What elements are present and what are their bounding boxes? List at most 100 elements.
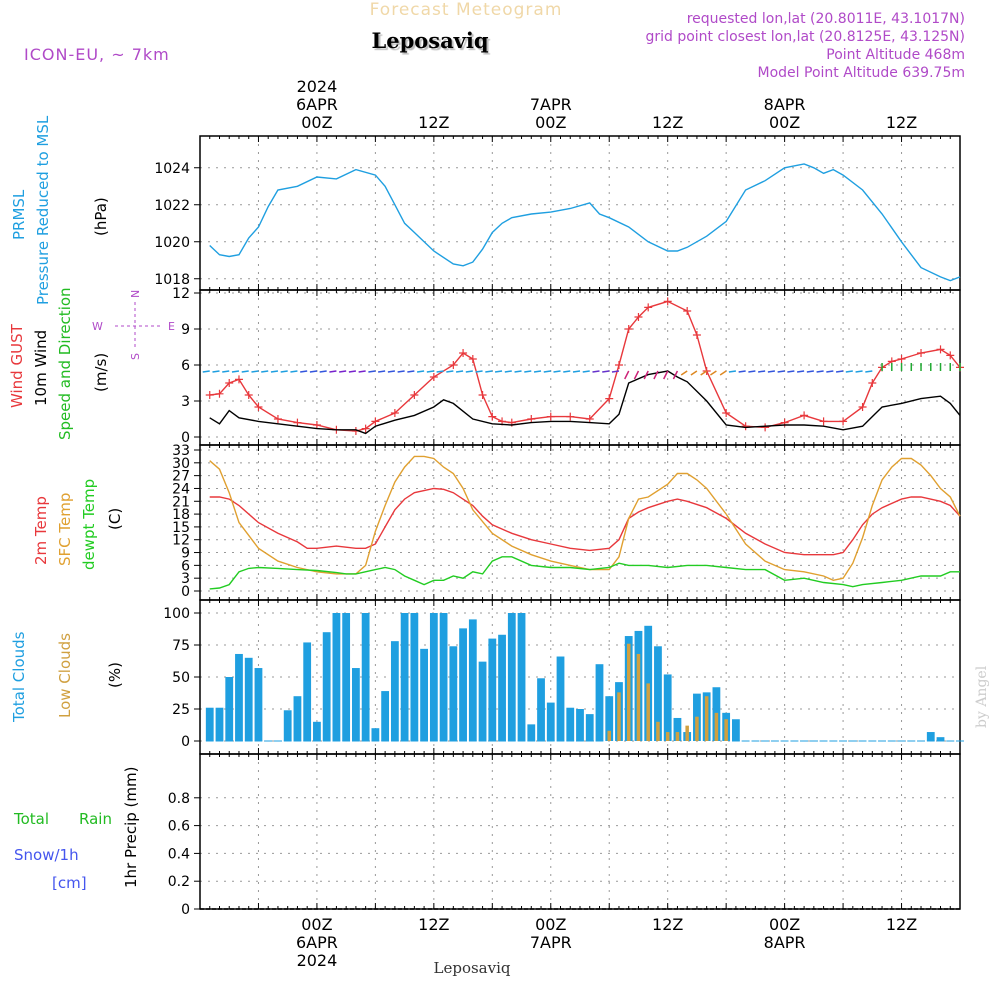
precip-panel: Total Rain Snow/1h [cm] 1hr Precip (mm)	[13, 767, 140, 892]
wind-direction-arrow	[309, 370, 318, 373]
prmsl-line	[209, 163, 961, 282]
total-clouds-bar	[605, 696, 614, 741]
wind-direction-arrow	[767, 370, 775, 373]
pressure-unit-label: (hPa)	[92, 197, 110, 236]
dewpt-temp-line	[209, 556, 960, 590]
wind-direction-arrow	[339, 370, 347, 373]
total-clouds-bar	[527, 724, 536, 741]
wind-direction-label: Speed and Direction	[56, 287, 74, 440]
wind-direction-arrow	[280, 370, 288, 373]
total-clouds-bar	[400, 613, 409, 741]
grid-point-coords: grid point closest lon,lat (20.8125E, 43…	[645, 29, 965, 45]
total-clouds-bar	[673, 717, 682, 741]
gust-point-marker	[741, 422, 750, 431]
clouds-unit-label: (%)	[106, 662, 124, 688]
wind-direction-arrow	[358, 370, 366, 373]
y-tick-label: 0.4	[168, 846, 190, 862]
total-clouds-bar	[459, 628, 467, 741]
compass-e: E	[168, 320, 175, 333]
wind-direction-arrow	[290, 370, 298, 373]
gust-point-marker	[293, 418, 302, 427]
low-clouds-bar	[617, 692, 621, 741]
total-clouds-bar	[361, 613, 370, 741]
total-clouds-bar	[235, 653, 243, 741]
time-label: 00Z	[769, 113, 800, 132]
gust-point-marker	[868, 379, 877, 387]
time-label: 8APR	[764, 933, 806, 952]
low-clouds-bar	[685, 725, 689, 741]
total-clouds-label: Total Clouds	[10, 631, 28, 723]
wind-direction-arrow	[672, 370, 679, 380]
y-tick-label: 25	[172, 702, 190, 718]
point-altitude: Point Altitude 468m	[826, 47, 965, 63]
pressure-label-prmsl: PRMSL	[10, 189, 28, 240]
gust-point-marker	[761, 423, 770, 432]
low-clouds-bar	[675, 732, 680, 741]
time-label: 12Z	[652, 113, 683, 132]
gust-point-marker	[800, 411, 809, 420]
y-tick-label: 30	[172, 456, 190, 472]
wind-direction-arrow	[261, 370, 269, 373]
total-clouds-bar	[732, 719, 740, 741]
pressure-plot: 1018 1020 1022 1024	[154, 135, 961, 291]
clouds-panel: Total Clouds Low Clouds (%) by Angel	[10, 631, 990, 728]
gust-point-marker	[702, 367, 711, 375]
y-tick-label: 12	[172, 533, 190, 549]
gust-point-marker	[546, 412, 555, 421]
wind-direction-arrow	[465, 370, 473, 373]
gust-point-marker	[244, 391, 253, 399]
wind-direction-arrow	[602, 370, 610, 373]
10m-wind-line	[209, 370, 961, 435]
gust-point-marker	[566, 412, 575, 421]
y-tick-label: 21	[172, 494, 190, 510]
wind-direction-arrow	[426, 370, 434, 373]
wind-direction-arrow	[378, 370, 386, 373]
low-clouds-bar	[646, 683, 650, 741]
wind-direction-arrow	[524, 370, 532, 373]
time-label: 00Z	[535, 113, 566, 132]
wind-unit-label: (m/s)	[92, 353, 110, 392]
wind-direction-arrow	[816, 370, 824, 373]
gust-point-marker	[722, 409, 731, 417]
total-clouds-bar	[566, 707, 575, 741]
total-clouds-bar	[283, 710, 292, 741]
total-clouds-bar	[420, 648, 428, 741]
wind-direction-arrow	[504, 370, 512, 373]
low-clouds-bar	[626, 643, 631, 741]
temperature-panel: 2m Temp SFC Temp dewpt Temp (C)	[32, 479, 124, 570]
temp-sfc-label: SFC Temp	[56, 493, 74, 566]
gust-point-marker	[254, 403, 263, 411]
wind-direction-arrow	[222, 370, 230, 373]
gust-point-marker	[839, 417, 848, 426]
wind-direction-arrow	[202, 370, 210, 373]
total-clouds-bar	[390, 641, 399, 741]
wind-direction-arrow	[582, 370, 590, 373]
y-tick-label: 9	[181, 322, 190, 338]
y-tick-label: 6	[181, 358, 190, 374]
y-tick-label: 33	[172, 443, 190, 459]
time-label: 12Z	[418, 915, 449, 934]
pressure-label-msl: Pressure Reduced to MSL	[34, 115, 52, 305]
gust-point-marker	[312, 421, 321, 429]
wind-direction-arrow	[553, 370, 561, 373]
total-clouds-bar	[546, 702, 555, 741]
time-label: 2024	[297, 951, 338, 970]
gust-point-marker	[683, 307, 692, 315]
compass-rose: N S W E	[92, 290, 175, 360]
precip-plot: 0 0.2 0.4 0.6 0.8	[168, 753, 961, 918]
wind-direction-arrow	[329, 370, 337, 373]
time-label: 00Z	[535, 915, 566, 934]
footer-location: Leposaviq	[434, 959, 511, 977]
total-clouds-bar	[215, 707, 224, 741]
precip-unit-label: 1hr Precip (mm)	[122, 767, 140, 888]
total-clouds-bar	[517, 613, 526, 741]
wind-direction-arrow	[796, 370, 805, 373]
pressure-frame	[199, 135, 961, 291]
total-clouds-bar	[585, 714, 594, 741]
gust-point-marker	[624, 325, 633, 333]
wind-direction-arrow	[241, 370, 249, 373]
